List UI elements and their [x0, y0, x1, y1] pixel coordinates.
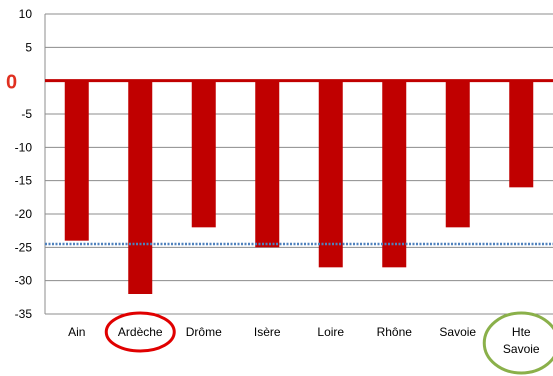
labels: 10 5 -5 -10 -15 -20 -25 -30 -35 0 Ain Ardèche Drôme I… [6, 7, 540, 356]
x-tick-label: Ardèche [118, 325, 163, 339]
zero-label: 0 [6, 72, 17, 94]
x-tick-label: Drôme [186, 325, 222, 339]
highlight-circles [104, 311, 553, 375]
bars [64, 80, 534, 295]
x-tick-label: Ain [68, 325, 85, 339]
lines [45, 79, 553, 246]
bar [64, 80, 89, 241]
y-tick-label: 10 [19, 7, 33, 21]
y-tick-label: -35 [15, 307, 33, 321]
y-tick-label: -20 [15, 207, 33, 221]
bar [318, 80, 343, 268]
bar [255, 80, 280, 248]
y-tick-label: -15 [15, 174, 33, 188]
bar [191, 80, 216, 228]
highlight-circle [482, 311, 553, 375]
x-tick-label: Rhône [377, 325, 413, 339]
x-tick-label: Loire [317, 325, 344, 339]
x-tick-label: Hte Savoie [503, 325, 540, 356]
bar [445, 80, 470, 228]
bar [509, 80, 534, 188]
y-tick-label: 5 [25, 40, 32, 54]
bar [128, 80, 153, 295]
y-tick-label: -10 [15, 140, 33, 154]
bar [382, 80, 407, 268]
highlight-circle [104, 311, 176, 353]
x-tick-label: Savoie [439, 325, 476, 339]
x-tick-label: Isère [254, 325, 281, 339]
y-tick-label: -30 [15, 274, 33, 288]
y-tick-label: -5 [21, 107, 32, 121]
gridlines [44, 13, 553, 315]
y-tick-label: -25 [15, 240, 33, 254]
